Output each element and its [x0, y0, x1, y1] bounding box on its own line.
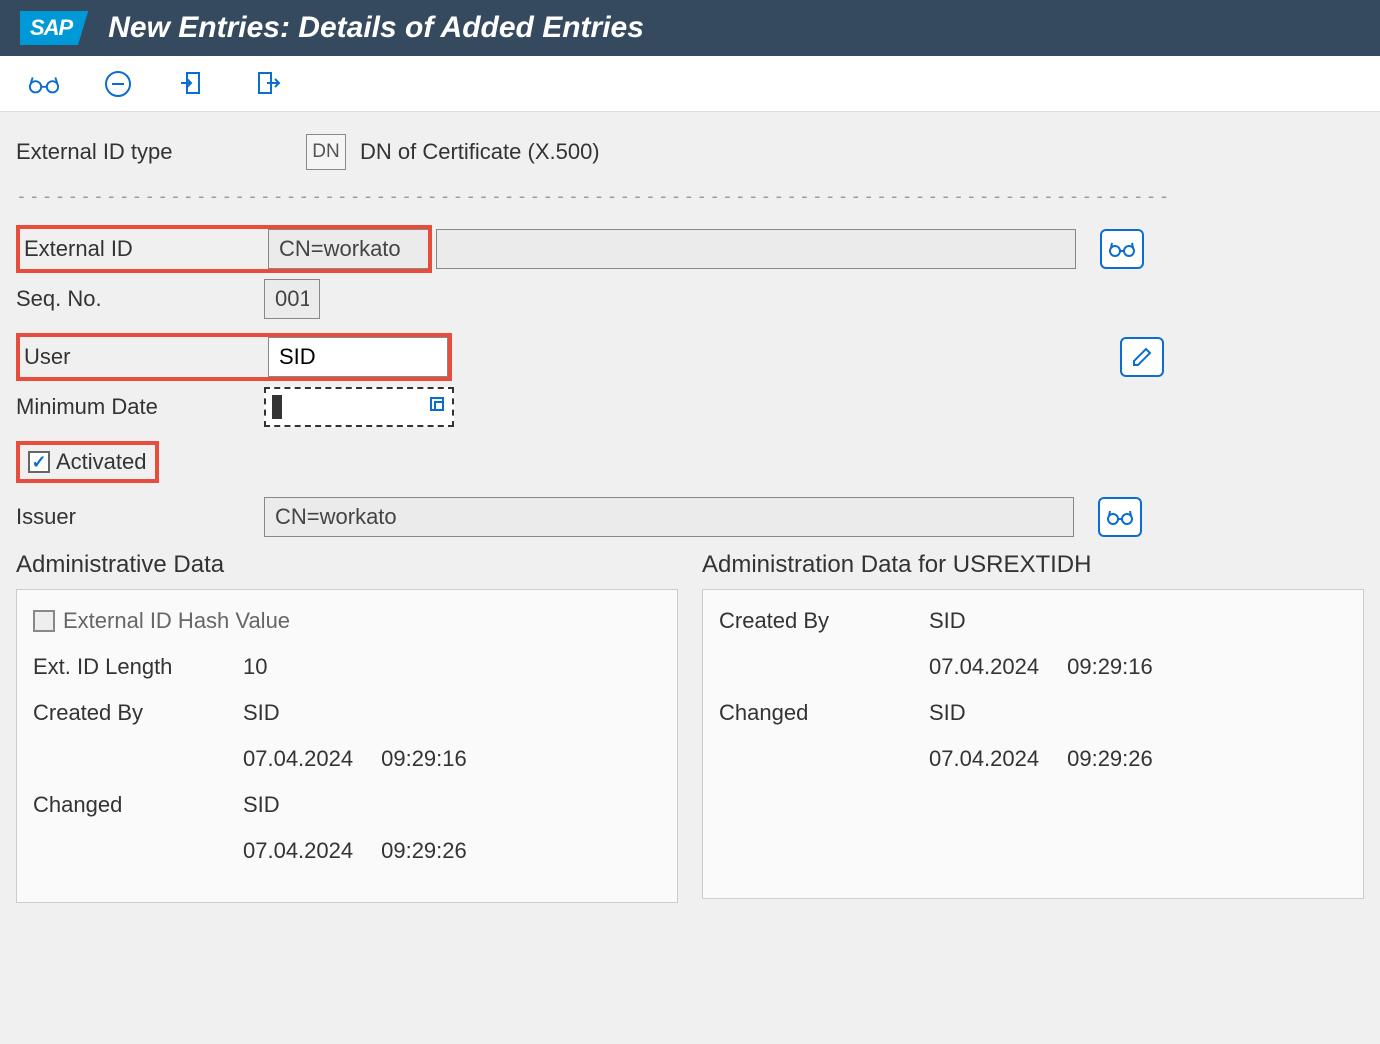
- hash-checkbox[interactable]: [33, 610, 55, 632]
- changed-time-left: 09:29:26: [381, 838, 467, 864]
- user-input[interactable]: [268, 337, 448, 377]
- seq-no-input[interactable]: [264, 279, 320, 319]
- external-id-extension: [436, 229, 1076, 269]
- admin-data-panel: Administrative Data External ID Hash Val…: [16, 551, 678, 903]
- toolbar: [0, 56, 1380, 112]
- created-by-row-left: Created By SID: [33, 700, 661, 726]
- ext-id-length-row: Ext. ID Length 10: [33, 654, 661, 680]
- dn-badge: DN: [306, 134, 346, 170]
- changed-value-left: SID: [243, 792, 661, 818]
- created-by-value-right: SID: [929, 608, 1347, 634]
- issuer-label: Issuer: [16, 504, 264, 530]
- content-area: External ID type DN DN of Certificate (X…: [0, 112, 1380, 923]
- sap-logo: SAP: [20, 11, 88, 45]
- view-external-id-button[interactable]: [1100, 229, 1144, 269]
- edit-user-button[interactable]: [1120, 337, 1164, 377]
- changed-date-row-left: 07.04.2024 09:29:26: [33, 838, 661, 864]
- admin-usrextidh-panel: Administration Data for USREXTIDH Create…: [702, 551, 1364, 903]
- external-id-type-label: External ID type: [16, 139, 306, 165]
- created-date-row-left: 07.04.2024 09:29:16: [33, 746, 661, 772]
- activated-checkbox[interactable]: ✓: [28, 451, 50, 473]
- dn-description: DN of Certificate (X.500): [360, 139, 600, 165]
- min-date-input[interactable]: [264, 387, 454, 427]
- date-picker-icon[interactable]: [428, 395, 446, 419]
- admin-usrextidh-title: Administration Data for USREXTIDH: [702, 551, 1364, 579]
- created-date-left: 07.04.2024: [243, 746, 353, 772]
- changed-row-left: Changed SID: [33, 792, 661, 818]
- changed-label-left: Changed: [33, 792, 243, 818]
- cursor: [272, 395, 282, 419]
- ext-id-length-value: 10: [243, 654, 661, 680]
- ext-id-length-label: Ext. ID Length: [33, 654, 243, 680]
- import-icon[interactable]: [176, 68, 208, 100]
- changed-row-right: Changed SID: [719, 700, 1347, 726]
- seq-no-label: Seq. No.: [16, 286, 264, 312]
- created-by-label-right: Created By: [719, 608, 929, 634]
- external-id-row: External ID: [16, 225, 432, 273]
- divider: ----------------------------------------…: [16, 186, 1364, 207]
- glasses-icon[interactable]: [28, 68, 60, 100]
- issuer-row: Issuer: [16, 497, 1364, 537]
- external-id-type-row: External ID type DN DN of Certificate (X…: [16, 132, 1364, 172]
- changed-date-left: 07.04.2024: [243, 838, 353, 864]
- hash-value-row: External ID Hash Value: [33, 608, 661, 634]
- user-label: User: [20, 337, 268, 377]
- changed-date-row-right: 07.04.2024 09:29:26: [719, 746, 1347, 772]
- created-time-right: 09:29:16: [1067, 654, 1153, 680]
- admin-panels: Administrative Data External ID Hash Val…: [16, 551, 1364, 903]
- hash-label: External ID Hash Value: [63, 608, 290, 634]
- changed-time-right: 09:29:26: [1067, 746, 1153, 772]
- export-icon[interactable]: [250, 68, 282, 100]
- created-date-right: 07.04.2024: [929, 654, 1039, 680]
- created-by-label-left: Created By: [33, 700, 243, 726]
- min-date-row: Minimum Date: [16, 387, 1364, 427]
- page-title: New Entries: Details of Added Entries: [108, 11, 644, 45]
- issuer-input[interactable]: [264, 497, 1074, 537]
- seq-no-row: Seq. No.: [16, 279, 1364, 319]
- changed-label-right: Changed: [719, 700, 929, 726]
- user-row: User: [16, 333, 452, 381]
- admin-usrextidh-body: Created By SID 07.04.2024 09:29:16 Chang…: [702, 589, 1364, 899]
- created-time-left: 09:29:16: [381, 746, 467, 772]
- view-issuer-button[interactable]: [1098, 497, 1142, 537]
- activated-label: Activated: [56, 449, 147, 475]
- changed-date-right: 07.04.2024: [929, 746, 1039, 772]
- admin-data-title: Administrative Data: [16, 551, 678, 579]
- admin-data-body: External ID Hash Value Ext. ID Length 10…: [16, 589, 678, 903]
- app-header: SAP New Entries: Details of Added Entrie…: [0, 0, 1380, 56]
- activated-row: ✓ Activated: [16, 441, 159, 483]
- changed-value-right: SID: [929, 700, 1347, 726]
- created-date-row-right: 07.04.2024 09:29:16: [719, 654, 1347, 680]
- min-date-label: Minimum Date: [16, 394, 264, 420]
- created-by-row-right: Created By SID: [719, 608, 1347, 634]
- external-id-input[interactable]: [268, 229, 428, 269]
- remove-icon[interactable]: [102, 68, 134, 100]
- external-id-label: External ID: [20, 229, 268, 269]
- created-by-value-left: SID: [243, 700, 661, 726]
